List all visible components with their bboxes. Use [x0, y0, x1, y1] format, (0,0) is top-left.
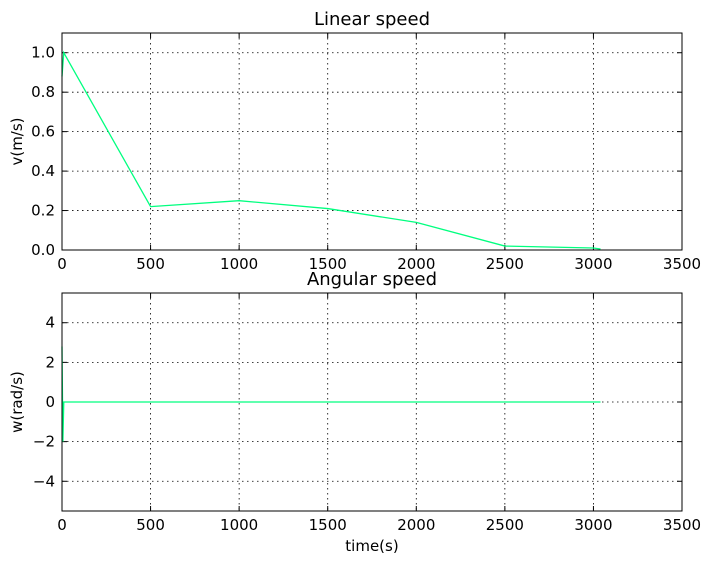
- y-tick-label: 0.0: [31, 241, 55, 259]
- angular-speed-chart: 0 500 1000 1500 2000 2500 3000 3500 −4 −2 0 2 4 Angul…: [8, 269, 701, 555]
- x-tick-label: 1000: [220, 516, 258, 534]
- y-tick-label: 4: [45, 314, 55, 332]
- x-tick-label: 0: [57, 516, 67, 534]
- y-tick-label: −2: [33, 433, 55, 451]
- x-tick-label: 3000: [574, 516, 612, 534]
- x-tick-label: 1500: [309, 516, 347, 534]
- x-axis-label: time(s): [345, 537, 398, 555]
- x-tick-label: 2000: [397, 255, 435, 273]
- x-tick-label: 500: [136, 516, 165, 534]
- series-line: [61, 346, 601, 442]
- x-tick-label: 1000: [220, 255, 258, 273]
- y-tick-label: 0.6: [31, 123, 55, 141]
- x-tick-label: 2000: [397, 516, 435, 534]
- y-tick-label: 0.4: [31, 162, 55, 180]
- x-tick-label: 500: [136, 255, 165, 273]
- y-tick-label: 1.0: [31, 44, 55, 62]
- y-tick-label: 2: [45, 353, 55, 371]
- x-tick-label: 2500: [486, 516, 524, 534]
- plot-frame: [61, 292, 683, 512]
- linear-speed-chart: 0 500 1000 1500 2000 2500 3000 3500 0.0 0.2 0.4 0.6…: [8, 9, 701, 273]
- y-axis-label: w(rad/s): [8, 371, 26, 433]
- x-tick-label: 3000: [574, 255, 612, 273]
- chart-title: Linear speed: [314, 9, 430, 30]
- x-tick-label: 3500: [663, 255, 701, 273]
- x-tick-label: 1500: [309, 255, 347, 273]
- x-tick-label: 3500: [663, 516, 701, 534]
- chart-title: Angular speed: [307, 269, 437, 290]
- x-tick-label: 0: [57, 255, 67, 273]
- series-line: [61, 50, 601, 250]
- y-axis-label: v(m/s): [8, 117, 26, 165]
- y-tick-label: 0.2: [31, 202, 55, 220]
- y-tick-label: −4: [33, 472, 55, 490]
- x-tick-label: 2500: [486, 255, 524, 273]
- plot-frame: [61, 32, 683, 251]
- y-tick-label: 0: [45, 393, 55, 411]
- y-tick-label: 0.8: [31, 83, 55, 101]
